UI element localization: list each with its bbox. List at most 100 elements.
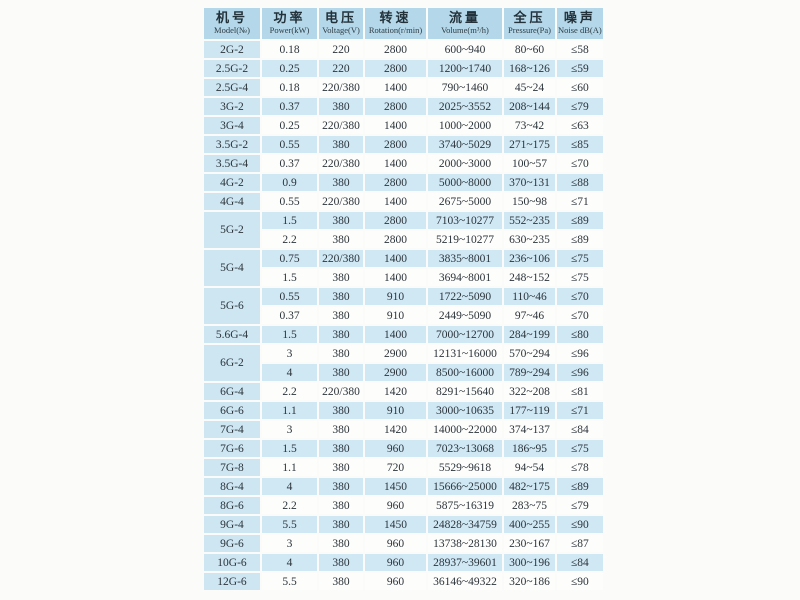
pressure-cell: 400~255 [504, 516, 555, 533]
power-cell: 2.2 [262, 383, 317, 400]
pressure-cell: 283~75 [504, 497, 555, 514]
rotation-cell: 910 [365, 307, 426, 324]
voltage-cell: 220 [319, 41, 363, 58]
volume-cell: 7000~12700 [428, 326, 502, 343]
power-cell: 0.55 [262, 288, 317, 305]
power-cell: 3 [262, 535, 317, 552]
noise-cell: ≤71 [557, 402, 603, 419]
pressure-cell: 552~235 [504, 212, 555, 229]
rotation-cell: 1420 [365, 421, 426, 438]
table-row: 9G-4 5.5 380 1450 24828~34759 400~255 ≤90 [204, 516, 603, 533]
volume-cell: 36146~49322 [428, 573, 502, 590]
model-cell: 10G-6 [204, 554, 260, 571]
table-row: 9G-6 3 380 960 13738~28130 230~167 ≤87 [204, 535, 603, 552]
model-cell: 8G-6 [204, 497, 260, 514]
pressure-cell: 322~208 [504, 383, 555, 400]
column-header-rotation-zh: 转速 [379, 10, 412, 25]
model-cell: 2.5G-4 [204, 79, 260, 96]
model-cell: 8G-4 [204, 478, 260, 495]
power-cell: 0.25 [262, 117, 317, 134]
rotation-cell: 2900 [365, 345, 426, 362]
column-header-model-zh: 机号 [215, 10, 248, 25]
model-cell: 6G-2 [204, 345, 260, 381]
pressure-cell: 482~175 [504, 478, 555, 495]
pressure-cell: 110~46 [504, 288, 555, 305]
rotation-cell: 2800 [365, 136, 426, 153]
rotation-cell: 960 [365, 440, 426, 457]
volume-cell: 13738~28130 [428, 535, 502, 552]
pressure-cell: 45~24 [504, 79, 555, 96]
power-cell: 0.37 [262, 307, 317, 324]
noise-cell: ≤89 [557, 231, 603, 248]
pressure-cell: 150~98 [504, 193, 555, 210]
noise-cell: ≤85 [557, 136, 603, 153]
voltage-cell: 380 [319, 478, 363, 495]
power-cell: 4 [262, 364, 317, 381]
pressure-cell: 320~186 [504, 573, 555, 590]
column-header-noise: 噪声 Noise dB(A) [557, 8, 603, 39]
table-header: 机号 Model(№) 功率 Power(kW) 电压 Voltage(V) 转… [204, 8, 603, 39]
table-row: 7G-4 3 380 1420 14000~22000 374~137 ≤84 [204, 421, 603, 438]
column-header-voltage-en: Voltage(V) [322, 25, 360, 35]
volume-cell: 12131~16000 [428, 345, 502, 362]
power-cell: 0.18 [262, 41, 317, 58]
fan-spec-table: 机号 Model(№) 功率 Power(kW) 电压 Voltage(V) 转… [202, 6, 605, 592]
volume-cell: 8291~15640 [428, 383, 502, 400]
table-row: 8G-6 2.2 380 960 5875~16319 283~75 ≤79 [204, 497, 603, 514]
rotation-cell: 2800 [365, 98, 426, 115]
power-cell: 0.25 [262, 60, 317, 77]
table-row: 5G-4 0.75 220/380 1400 3835~8001 236~106 ≤75 [204, 250, 603, 286]
voltage-cell: 380 [319, 364, 363, 381]
voltage-cell: 220/380 [319, 117, 363, 134]
volume-cell: 5219~10277 [428, 231, 502, 248]
voltage-cell: 220/380 [319, 250, 363, 267]
column-header-model: 机号 Model(№) [204, 8, 260, 39]
power-cell: 1.5 [262, 212, 317, 229]
voltage-cell: 380 [319, 516, 363, 533]
noise-cell: ≤75 [557, 269, 603, 286]
voltage-cell: 380 [319, 402, 363, 419]
voltage-cell: 380 [319, 459, 363, 476]
voltage-cell: 380 [319, 288, 363, 305]
table-row: 3.5G-4 0.37 220/380 1400 2000~3000 100~57 ≤70 [204, 155, 603, 172]
noise-cell: ≤70 [557, 288, 603, 305]
table-row: 12G-6 5.5 380 960 36146~49322 320~186 ≤90 [204, 573, 603, 590]
noise-cell: ≤96 [557, 364, 603, 381]
power-cell: 2.2 [262, 231, 317, 248]
model-cell: 3G-4 [204, 117, 260, 134]
voltage-cell: 220 [319, 60, 363, 77]
table-row: 4G-4 0.55 220/380 1400 2675~5000 150~98 ≤71 [204, 193, 603, 210]
volume-cell: 28937~39601 [428, 554, 502, 571]
noise-cell: ≤89 [557, 212, 603, 229]
pressure-cell: 236~106 [504, 250, 555, 267]
noise-cell: ≤87 [557, 535, 603, 552]
voltage-cell: 380 [319, 345, 363, 362]
rotation-cell: 2800 [365, 174, 426, 191]
noise-cell: ≤80 [557, 326, 603, 343]
table-body: 2G-2 0.18 220 2800 600~940 80~60 ≤58 2.5G-2 0.25… [204, 41, 603, 590]
pressure-cell: 300~196 [504, 554, 555, 571]
voltage-cell: 380 [319, 269, 363, 286]
voltage-cell: 380 [319, 535, 363, 552]
table-row: 3G-2 0.37 380 2800 2025~3552 208~144 ≤79 [204, 98, 603, 115]
model-cell: 6G-6 [204, 402, 260, 419]
table-row: 2G-2 0.18 220 2800 600~940 80~60 ≤58 [204, 41, 603, 58]
pressure-cell: 186~95 [504, 440, 555, 457]
voltage-cell: 220/380 [319, 193, 363, 210]
noise-cell: ≤75 [557, 250, 603, 267]
noise-cell: ≤63 [557, 117, 603, 134]
rotation-cell: 960 [365, 535, 426, 552]
column-header-power-zh: 功率 [273, 10, 306, 25]
rotation-cell: 1400 [365, 193, 426, 210]
table-row: 7G-8 1.1 380 720 5529~9618 94~54 ≤78 [204, 459, 603, 476]
pressure-cell: 73~42 [504, 117, 555, 134]
power-cell: 0.37 [262, 155, 317, 172]
model-cell: 5G-6 [204, 288, 260, 324]
power-cell: 0.55 [262, 136, 317, 153]
table-row: 2.5G-4 0.18 220/380 1400 790~1460 45~24 ≤60 [204, 79, 603, 96]
table-row: 2.5G-2 0.25 220 2800 1200~1740 168~126 ≤59 [204, 60, 603, 77]
voltage-cell: 380 [319, 231, 363, 248]
model-cell: 3.5G-2 [204, 136, 260, 153]
header-row: 机号 Model(№) 功率 Power(kW) 电压 Voltage(V) 转… [204, 8, 603, 39]
